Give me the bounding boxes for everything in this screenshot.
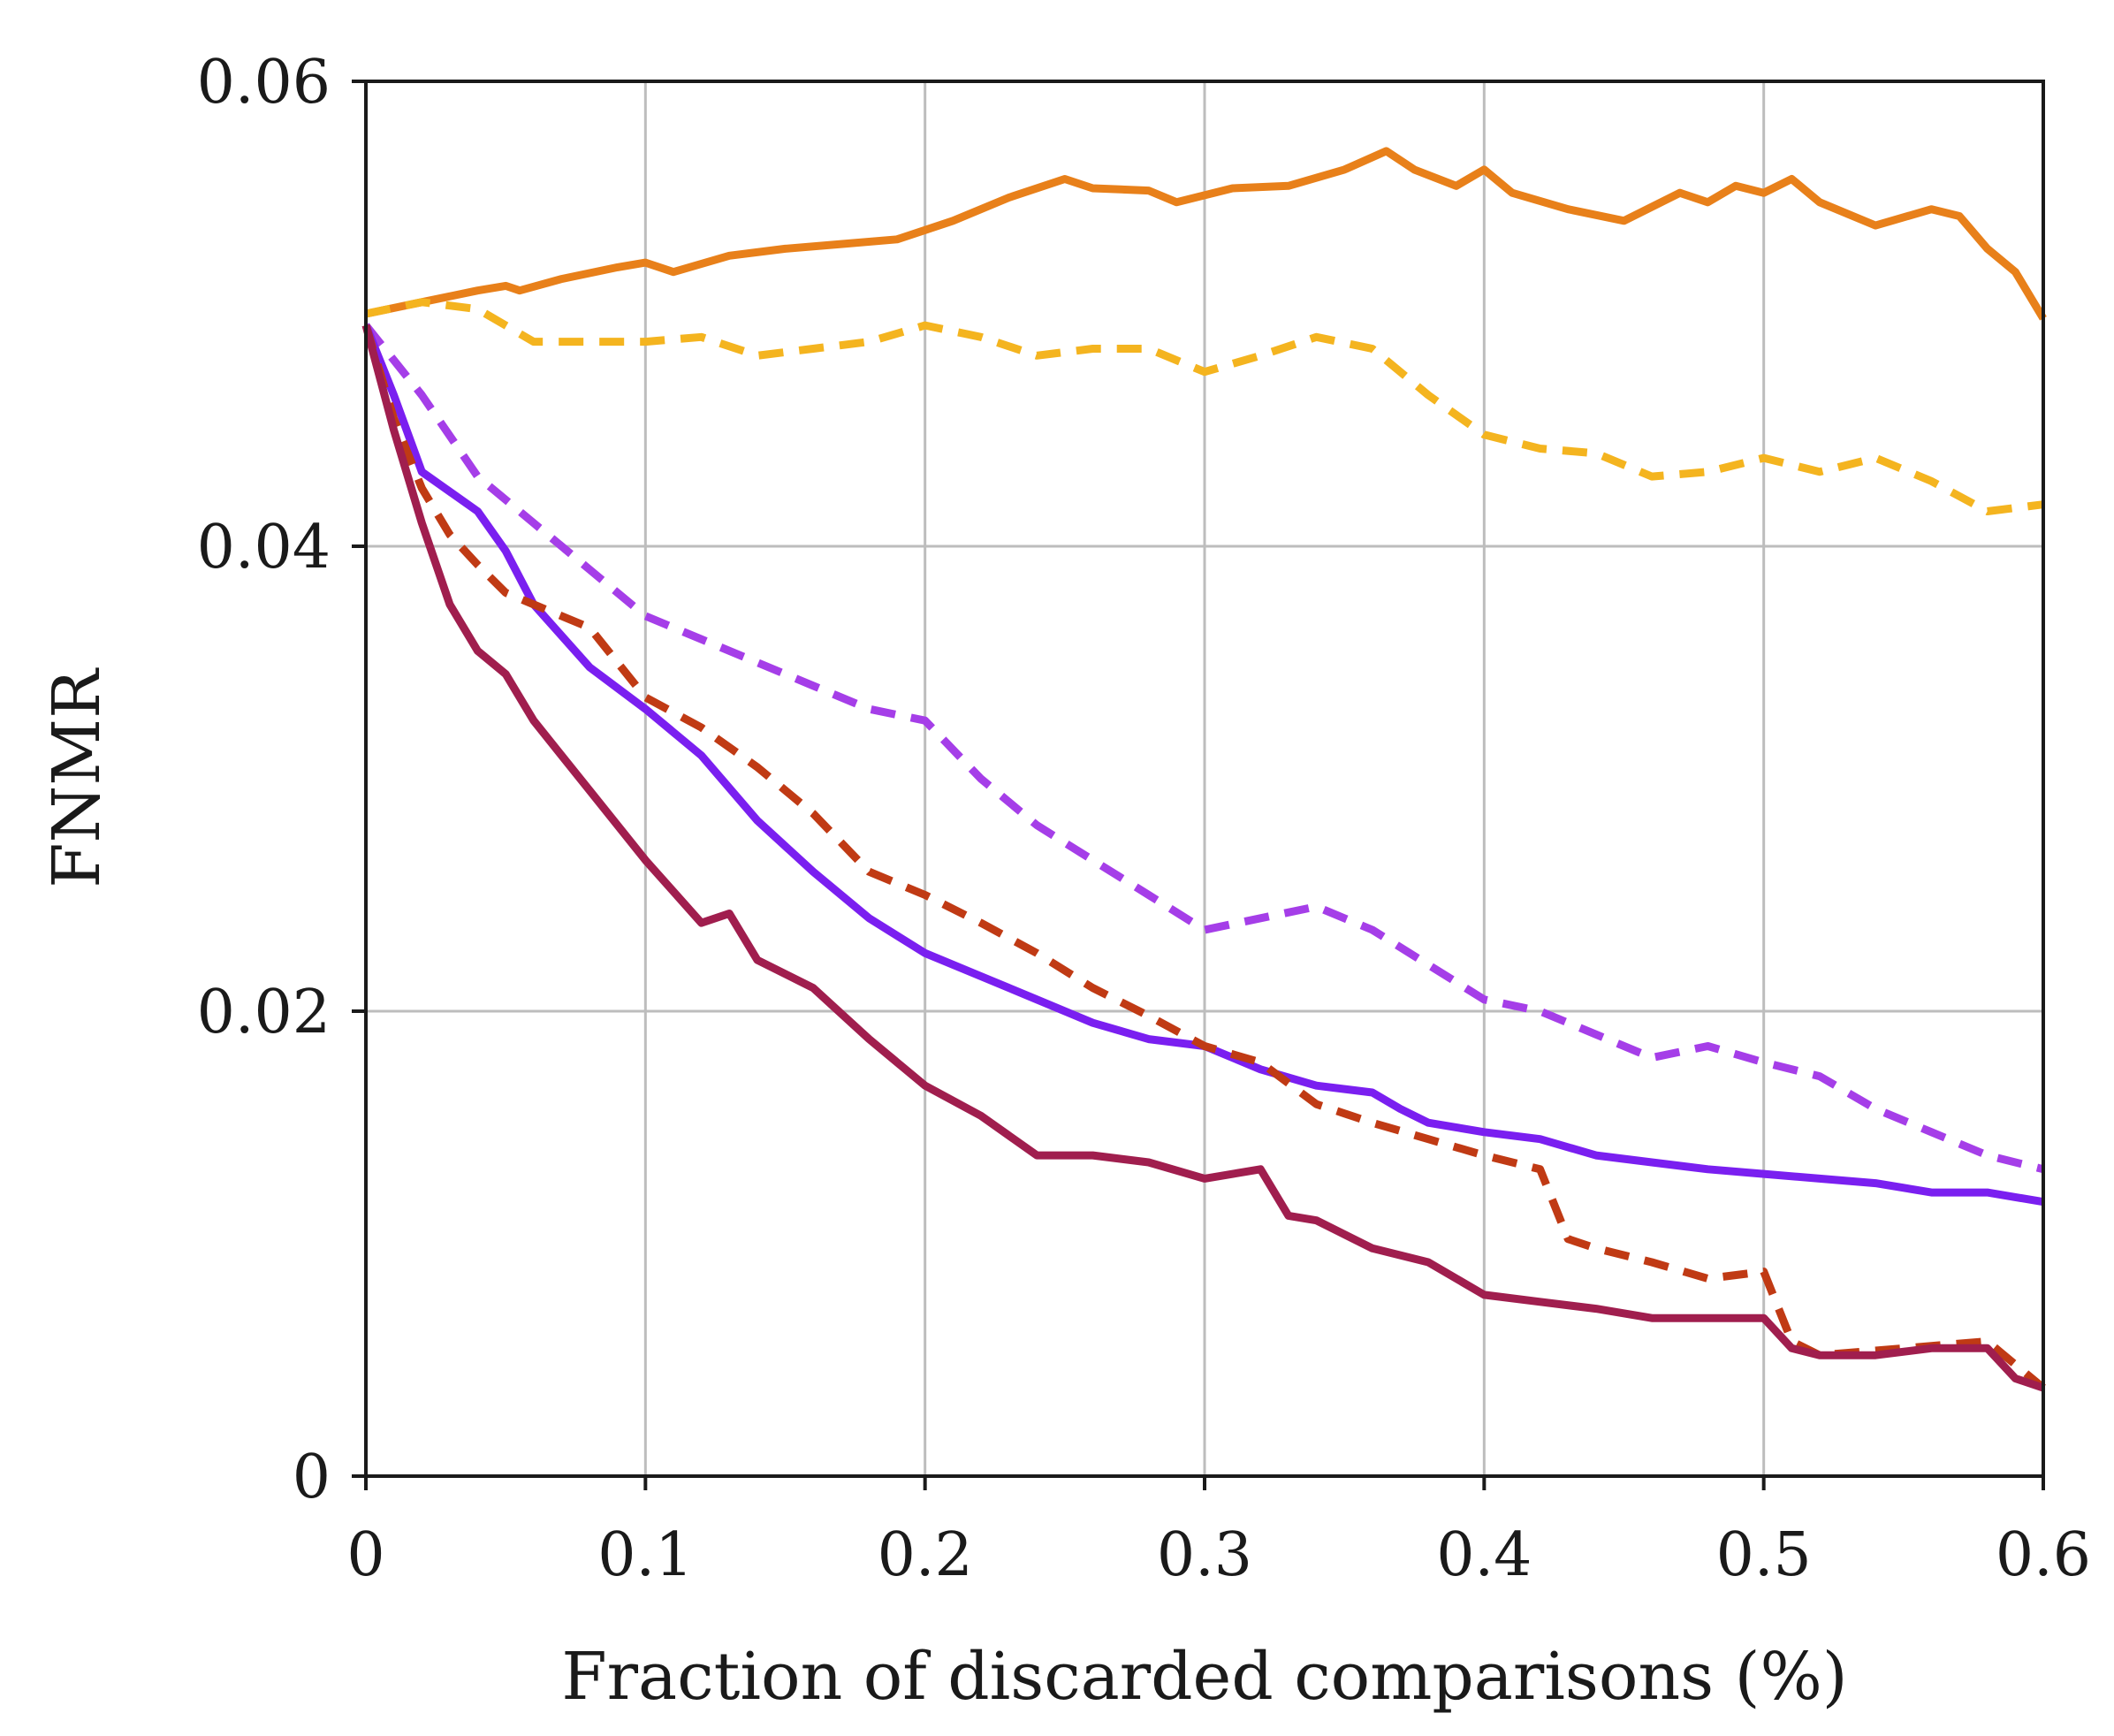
series-line-red-dashed (361, 324, 2046, 1391)
x-axis-title: Fraction of discarded comparisons (%) (561, 1639, 1847, 1715)
x-tick-labels: 0 0.1 0.2 0.3 0.4 0.5 0.6 (346, 1520, 2091, 1590)
x-tick-label: 0.5 (1716, 1520, 1812, 1590)
series-line-blue-violet-solid (361, 324, 2044, 1207)
grid-lines (364, 80, 2045, 1478)
series-line-orange-solid (365, 147, 2047, 321)
y-tick-label: 0.04 (197, 513, 331, 582)
series-line-yellow-dashed (365, 298, 2044, 515)
axis-ticks (352, 80, 2045, 1490)
series-line-crimson-solid (361, 324, 2045, 1392)
x-tick-label: 0.1 (597, 1520, 693, 1590)
y-tick-labels: 0 0.02 0.04 0.06 (197, 48, 331, 1512)
x-tick-label: 0.4 (1436, 1520, 1532, 1590)
y-tick-label: 0 (293, 1443, 331, 1512)
y-axis-title: FNMR (39, 667, 115, 888)
x-tick-label: 0.6 (1996, 1520, 2091, 1590)
x-tick-label: 0 (346, 1520, 384, 1590)
series-layer (361, 147, 2047, 1392)
y-tick-label: 0.02 (197, 978, 331, 1047)
x-tick-label: 0.3 (1157, 1520, 1252, 1590)
x-tick-label: 0.2 (878, 1520, 973, 1590)
y-tick-label: 0.06 (197, 48, 331, 118)
